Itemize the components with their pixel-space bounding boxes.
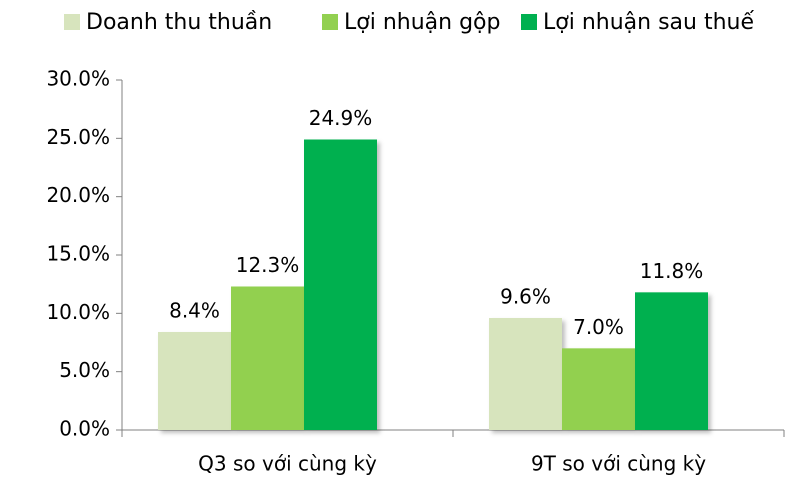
bar [635, 292, 708, 430]
y-tick-label: 5.0% [59, 358, 110, 382]
value-label: 12.3% [236, 253, 300, 277]
legend-swatch [64, 14, 80, 30]
y-tick-label: 15.0% [46, 242, 110, 266]
value-label: 8.4% [169, 299, 220, 323]
legend-label: Lợi nhuận sau thuế [543, 10, 754, 35]
y-tick-label: 0.0% [59, 417, 110, 441]
bar [231, 286, 304, 430]
value-label: 9.6% [500, 285, 551, 309]
bar [158, 332, 231, 430]
y-tick-label: 30.0% [46, 67, 110, 91]
x-tick-label: 9T so với cùng kỳ [531, 452, 706, 476]
value-label: 24.9% [309, 106, 373, 130]
legend-label: Doanh thu thuần [86, 10, 272, 35]
bar [489, 318, 562, 430]
value-label: 11.8% [640, 259, 704, 283]
value-label: 7.0% [573, 315, 624, 339]
y-tick-label: 25.0% [46, 125, 110, 149]
legend-swatch [322, 14, 338, 30]
y-tick-label: 20.0% [46, 183, 110, 207]
legend-swatch [521, 14, 537, 30]
legend-label: Lợi nhuận gộp [344, 10, 500, 35]
y-tick-label: 10.0% [46, 300, 110, 324]
bar [304, 139, 377, 430]
x-tick-label: Q3 so với cùng kỳ [198, 452, 377, 476]
bar [562, 348, 635, 430]
